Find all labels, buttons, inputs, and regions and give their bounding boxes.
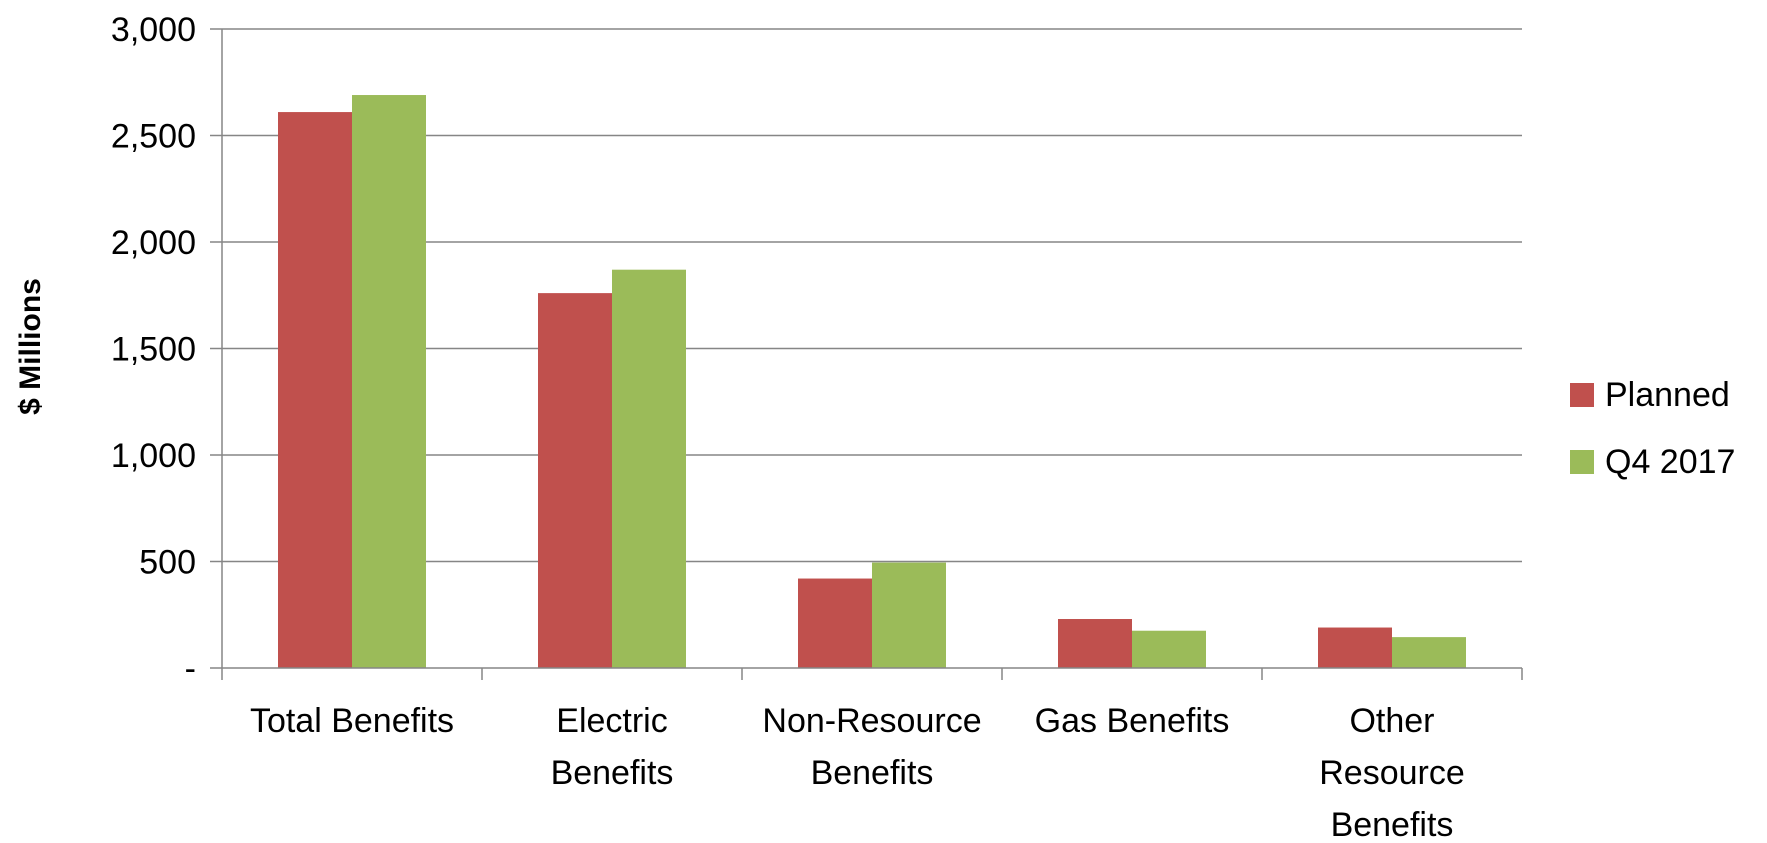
x-category-label: Benefits [811,754,934,792]
legend-swatch [1570,450,1594,474]
bar-q4-2017 [872,562,946,668]
bar-planned [798,578,872,668]
bar-planned [278,112,352,668]
x-category-label: Total Benefits [250,702,454,740]
y-tick-label: 2,500 [111,118,196,156]
x-category-label: Resource [1319,754,1465,792]
bar-q4-2017 [1392,637,1466,668]
y-tick-label: 2,000 [111,224,196,262]
bar-planned [1318,627,1392,668]
y-tick-label: - [185,650,196,688]
y-tick-label: 500 [139,544,196,582]
bar-q4-2017 [612,269,686,668]
x-category-label: Benefits [1331,806,1454,843]
x-category-label: Electric [556,702,667,740]
axes [210,28,1523,680]
x-category-label: Gas Benefits [1035,702,1230,740]
bar-planned [538,293,612,668]
legend-label: Q4 2017 [1605,443,1735,481]
x-category-label: Other [1349,702,1434,740]
legend: Planned Q4 2017 [1570,376,1735,481]
legend-swatch [1570,383,1594,407]
y-tick-label: 3,000 [111,11,196,49]
bars [278,95,1466,668]
y-tick-label: 1,000 [111,437,196,475]
labels: - 500 1,000 1,500 2,000 2,500 3,000 Total Benef… [14,11,1465,843]
y-tick-label: 1,500 [111,331,196,369]
gridlines [222,28,1522,563]
x-category-label: Benefits [551,754,674,792]
bar-q4-2017 [352,95,426,668]
bar-planned [1058,619,1132,668]
legend-label: Planned [1605,376,1730,414]
bar-q4-2017 [1132,630,1206,668]
x-category-label: Non-Resource [762,702,981,740]
y-axis-title: $ Millions [14,278,47,415]
